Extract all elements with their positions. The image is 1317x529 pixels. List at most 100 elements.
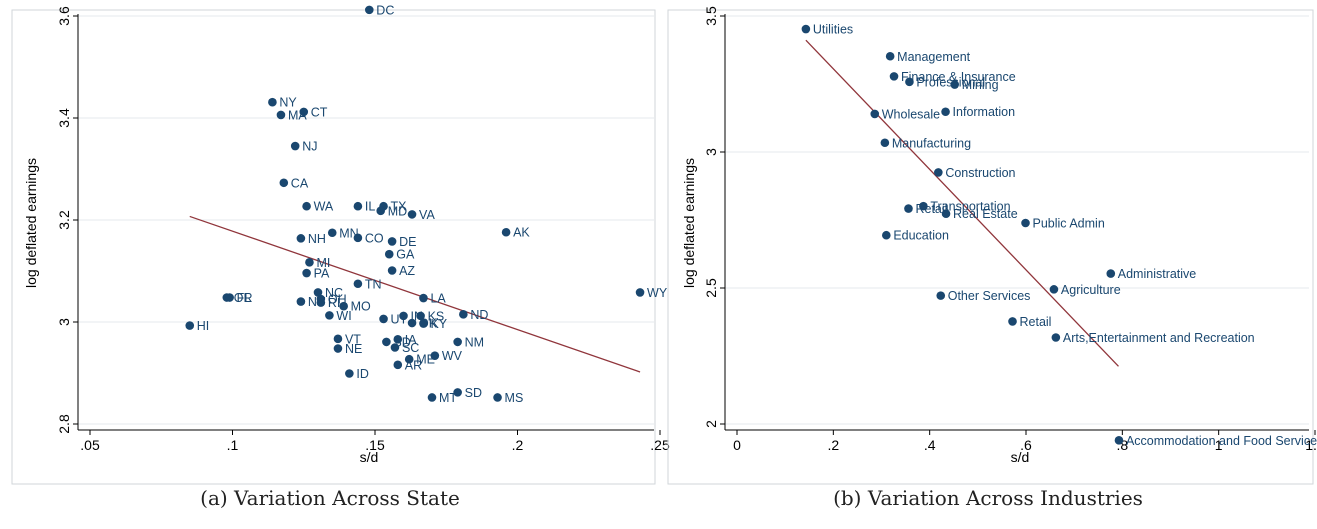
point-label: NH xyxy=(308,232,326,246)
point-label: Accommodation and Food Services xyxy=(1126,434,1317,448)
y-tick-label: 2.5 xyxy=(703,278,719,298)
data-point xyxy=(870,109,880,119)
point-label: UT xyxy=(391,312,408,326)
y-axis-title: log deflated earnings xyxy=(23,158,39,288)
data-point xyxy=(905,77,914,87)
point-label: IA xyxy=(405,333,417,347)
point-label: CA xyxy=(291,176,309,190)
point-label: KY xyxy=(430,317,447,331)
point-label: TN xyxy=(365,277,382,291)
x-axis-title: s/d xyxy=(360,449,379,465)
point-label: MI xyxy=(316,256,330,270)
data-point xyxy=(501,227,511,237)
point-label: Construction xyxy=(945,166,1015,180)
data-point xyxy=(353,201,363,211)
data-point xyxy=(296,234,306,243)
data-point xyxy=(934,168,943,177)
point-label: Mining xyxy=(962,78,999,92)
data-point xyxy=(345,369,354,378)
data-point xyxy=(399,311,408,321)
data-point xyxy=(407,210,417,219)
data-point xyxy=(302,201,311,211)
point-label: VA xyxy=(419,208,435,222)
point-label: LA xyxy=(430,292,446,306)
point-label: ME xyxy=(416,353,435,367)
data-point xyxy=(299,107,309,117)
y-tick-label: 3 xyxy=(703,148,719,156)
point-label: AZ xyxy=(399,264,415,278)
data-point xyxy=(419,319,428,328)
point-label: NY xyxy=(279,96,297,110)
point-label: Wholesale xyxy=(882,107,940,121)
data-point xyxy=(1021,218,1030,228)
point-label: ID xyxy=(356,367,369,381)
data-point xyxy=(950,80,960,89)
data-point xyxy=(325,311,334,320)
point-label: CO xyxy=(365,231,384,245)
data-point xyxy=(453,388,462,397)
point-label: WY xyxy=(647,286,668,300)
data-point xyxy=(382,337,391,347)
data-point xyxy=(290,141,300,151)
point-label: TX xyxy=(391,200,408,214)
data-point xyxy=(1106,269,1116,278)
x-axis-title: s/d xyxy=(1011,449,1030,465)
point-label: Real Estate xyxy=(953,207,1018,221)
y-tick-label: 3.2 xyxy=(56,210,72,230)
point-label: PA xyxy=(314,267,330,281)
point-label: AR xyxy=(405,358,422,372)
point-label: Retail xyxy=(915,202,947,216)
x-tick-label: .6 xyxy=(1020,437,1032,453)
point-label: SD xyxy=(465,386,482,400)
point-label: AK xyxy=(513,226,530,240)
x-tick-label: .8 xyxy=(1116,437,1128,453)
data-point xyxy=(279,178,289,188)
data-point xyxy=(276,110,286,120)
data-point xyxy=(404,354,414,364)
data-point xyxy=(453,337,462,347)
fitted-line xyxy=(805,39,1119,367)
point-label: WV xyxy=(442,349,463,363)
data-point xyxy=(387,237,397,246)
data-point xyxy=(379,314,388,324)
data-point xyxy=(416,311,425,321)
data-point xyxy=(936,291,946,300)
data-point xyxy=(185,321,195,330)
y-axis-title: log deflated earnings xyxy=(681,158,697,288)
y-tick-label: 2 xyxy=(703,420,719,428)
data-point xyxy=(387,266,397,275)
x-tick-label: .2 xyxy=(827,437,839,453)
point-label: OR xyxy=(234,291,253,305)
point-label: MD xyxy=(388,204,407,218)
point-label: Other Services xyxy=(948,289,1031,303)
x-tick-label: .2 xyxy=(512,437,524,453)
data-point xyxy=(904,204,913,213)
data-point xyxy=(430,351,440,360)
data-point xyxy=(459,310,468,319)
point-label: Professional xyxy=(916,75,985,89)
point-label: MA xyxy=(288,108,307,122)
point-label: NC xyxy=(325,286,343,300)
point-label: Public Admin xyxy=(1033,216,1105,230)
point-label: Finance & Insurance xyxy=(901,70,1016,84)
point-label: Utilities xyxy=(813,23,853,37)
data-point xyxy=(339,301,348,311)
data-point xyxy=(882,230,891,240)
point-label: Transportation xyxy=(930,200,1010,214)
data-point xyxy=(1008,317,1017,326)
data-point xyxy=(1114,436,1124,445)
data-point xyxy=(493,393,502,402)
point-label: NJ xyxy=(302,140,317,154)
point-label: Arts,Entertainment and Recreation xyxy=(1063,331,1255,345)
data-point xyxy=(268,97,277,107)
data-point xyxy=(333,344,343,353)
data-point xyxy=(801,24,811,34)
point-label: DC xyxy=(376,3,394,17)
point-label: GA xyxy=(396,248,415,262)
data-point xyxy=(333,334,343,344)
data-point xyxy=(1051,333,1061,342)
data-point xyxy=(353,233,363,243)
x-tick-label: 1.2 xyxy=(1305,437,1317,453)
point-label: Manufacturing xyxy=(892,136,971,150)
